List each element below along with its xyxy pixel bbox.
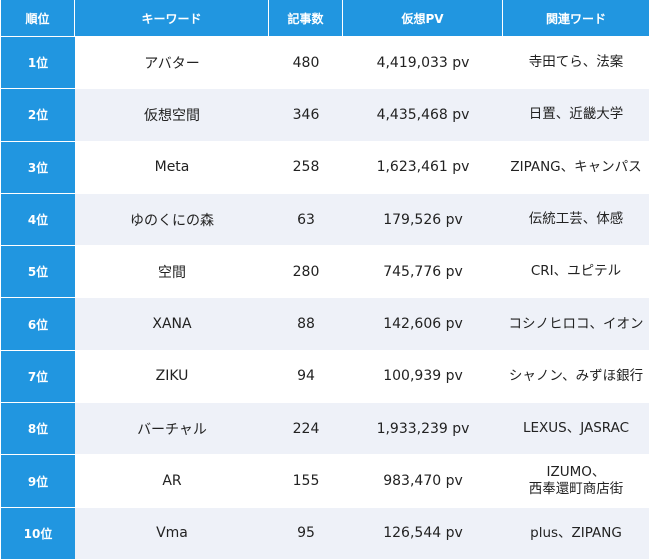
header-row: 順位 キーワード 記事数 仮想PV 関連ワード [1, 0, 649, 36]
related-cell: CRI、ユピテル [503, 245, 649, 298]
header-pv: 仮想PV [343, 0, 503, 36]
related-cell: ZIPANG、キャンパス [503, 140, 649, 193]
related-cell: 寺田てら、法案 [503, 36, 649, 89]
articles-cell: 155 [269, 454, 343, 507]
articles-cell: 346 [269, 88, 343, 141]
pv-cell: 4,435,468 pv [343, 88, 503, 141]
table-row: 3位 Meta 258 1,623,461 pv ZIPANG、キャンパス [1, 140, 649, 193]
articles-cell: 63 [269, 192, 343, 246]
pv-cell: 100,939 pv [343, 349, 503, 403]
table-row: 10位 Vma 95 126,544 pv plus、ZIPANG [1, 506, 649, 559]
articles-cell: 88 [269, 297, 343, 350]
rank-cell: 10位 [1, 506, 75, 559]
table-row: 8位 バーチャル 224 1,933,239 pv LEXUS、JASRAC [1, 402, 649, 455]
keyword-cell: 仮想空間 [75, 88, 269, 141]
table-row: 9位 AR 155 983,470 pv IZUMO、 西奉還町商店街 [1, 454, 649, 507]
articles-cell: 224 [269, 402, 343, 455]
related-cell: 伝統工芸、体感 [503, 192, 649, 246]
table-row: 4位 ゆのくにの森 63 179,526 pv 伝統工芸、体感 [1, 192, 649, 246]
rank-cell: 4位 [1, 192, 75, 246]
pv-cell: 179,526 pv [343, 192, 503, 246]
related-cell: IZUMO、 西奉還町商店街 [503, 454, 649, 507]
rank-cell: 9位 [1, 454, 75, 507]
related-cell: plus、ZIPANG [503, 506, 649, 559]
pv-cell: 745,776 pv [343, 245, 503, 298]
rank-cell: 8位 [1, 402, 75, 455]
keyword-cell: Meta [75, 140, 269, 193]
articles-cell: 94 [269, 349, 343, 403]
table-header: 順位 キーワード 記事数 仮想PV 関連ワード [1, 0, 649, 36]
rank-cell: 7位 [1, 349, 75, 403]
header-articles: 記事数 [269, 0, 343, 36]
rank-cell: 2位 [1, 88, 75, 141]
keyword-cell: XANA [75, 297, 269, 350]
rank-cell: 1位 [1, 36, 75, 89]
rank-cell: 6位 [1, 297, 75, 350]
articles-cell: 258 [269, 140, 343, 193]
keyword-cell: ゆのくにの森 [75, 192, 269, 246]
pv-cell: 983,470 pv [343, 454, 503, 507]
articles-cell: 280 [269, 245, 343, 298]
header-keyword: キーワード [75, 0, 269, 36]
table-row: 7位 ZIKU 94 100,939 pv シャノン、みずほ銀行 [1, 349, 649, 403]
rank-cell: 5位 [1, 245, 75, 298]
related-cell: コシノヒロコ、イオン [503, 297, 649, 350]
table-row: 5位 空間 280 745,776 pv CRI、ユピテル [1, 245, 649, 298]
articles-cell: 95 [269, 506, 343, 559]
related-cell: シャノン、みずほ銀行 [503, 349, 649, 403]
pv-cell: 1,933,239 pv [343, 402, 503, 455]
keyword-cell: 空間 [75, 245, 269, 298]
keyword-cell: バーチャル [75, 402, 269, 455]
header-rank: 順位 [1, 0, 75, 36]
header-related: 関連ワード [503, 0, 649, 36]
keyword-cell: ZIKU [75, 349, 269, 403]
rank-cell: 3位 [1, 140, 75, 193]
table-row: 2位 仮想空間 346 4,435,468 pv 日置、近畿大学 [1, 88, 649, 141]
table-body: 1位 アバター 480 4,419,033 pv 寺田てら、法案 2位 仮想空間… [1, 36, 649, 559]
pv-cell: 142,606 pv [343, 297, 503, 350]
keyword-cell: アバター [75, 36, 269, 89]
pv-cell: 4,419,033 pv [343, 36, 503, 89]
pv-cell: 1,623,461 pv [343, 140, 503, 193]
keyword-cell: AR [75, 454, 269, 507]
related-cell: 日置、近畿大学 [503, 88, 649, 141]
table-row: 1位 アバター 480 4,419,033 pv 寺田てら、法案 [1, 36, 649, 89]
keyword-cell: Vma [75, 506, 269, 559]
table-row: 6位 XANA 88 142,606 pv コシノヒロコ、イオン [1, 297, 649, 350]
articles-cell: 480 [269, 36, 343, 89]
related-cell: LEXUS、JASRAC [503, 402, 649, 455]
pv-cell: 126,544 pv [343, 506, 503, 559]
